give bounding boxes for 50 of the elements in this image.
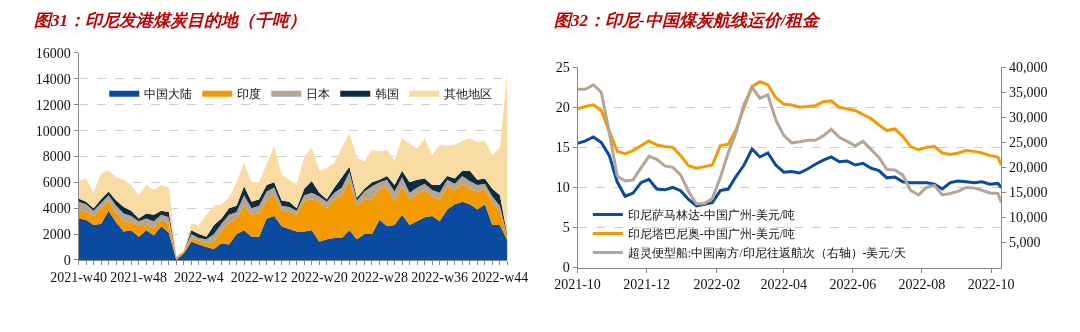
y-tick-label: 5	[562, 220, 570, 236]
line-series	[577, 83, 1002, 206]
line-series	[577, 135, 1002, 208]
y2-tick-label: 25,000	[1009, 135, 1048, 151]
y2-tick-label: 20,000	[1009, 160, 1048, 176]
y2-tick-label: 40,000	[1009, 60, 1048, 76]
y-tick-label: 0	[63, 252, 71, 268]
x-tick-label: 2022-w12	[230, 269, 288, 285]
y2-tick-label: 10,000	[1009, 210, 1048, 226]
x-tick-label: 2022-w4	[174, 269, 224, 285]
x-tick-label: 2022-04	[760, 277, 808, 293]
legend-label: 印尼萨马林达-中国广州-美元/吨	[627, 208, 796, 223]
legend-label: 印度	[237, 86, 262, 101]
x-tick-label: 2022-w20	[290, 269, 348, 285]
y-tick-label: 15	[555, 140, 570, 156]
x-tick-label: 2022-08	[898, 277, 946, 293]
y-tick-label: 10	[555, 180, 570, 196]
y-tick-label: 2000	[42, 226, 71, 242]
legend-label: 日本	[306, 86, 331, 101]
legend-label: 韩国	[375, 86, 400, 101]
x-tick-label: 2022-06	[829, 277, 877, 293]
y-tick-label: 14000	[35, 71, 71, 87]
x-tick-label: 2021-w40	[50, 269, 107, 285]
y2-tick-label: 30,000	[1009, 110, 1048, 126]
chart-title: 图32：印尼-中国煤炭航线运价/租金	[554, 11, 822, 30]
legend-label: 其他地区	[444, 86, 493, 101]
x-tick-label: 2021-10	[554, 277, 601, 293]
y2-tick-label: 15,000	[1009, 185, 1048, 201]
legend-label: 印尼塔巴尼奥-中国广州-美元/吨	[627, 227, 796, 242]
y-tick-label: 8000	[42, 149, 71, 165]
y-tick-label: 6000	[42, 175, 71, 191]
x-tick-label: 2022-02	[693, 277, 741, 293]
x-tick-label: 2022-10	[967, 277, 1015, 293]
y-tick-label: 20	[555, 100, 570, 116]
x-tick-label: 2022-w36	[411, 269, 469, 285]
x-tick-label: 2021-12	[623, 277, 670, 293]
y-tick-label: 0	[562, 260, 570, 276]
x-tick-label: 2022-w44	[471, 269, 529, 285]
chart-title: 图31：印尼发港煤炭目的地（千吨）	[34, 11, 306, 30]
y-tick-label: 25	[555, 60, 570, 76]
y-tick-label: 16000	[35, 45, 71, 61]
x-tick-label: 2022-w28	[351, 269, 408, 285]
x-tick-label: 2021-w48	[110, 269, 168, 285]
y2-tick-label: 5,000	[1009, 235, 1041, 251]
legend-label: 超灵便型船:中国南方/印尼往返航次（右轴）-美元/天	[627, 246, 906, 261]
y2-tick-label: 35,000	[1009, 85, 1048, 101]
y-tick-label: 4000	[42, 201, 71, 217]
legend-label: 中国大陆	[144, 86, 193, 101]
y-tick-label: 12000	[35, 97, 71, 113]
y-tick-label: 10000	[35, 123, 71, 139]
